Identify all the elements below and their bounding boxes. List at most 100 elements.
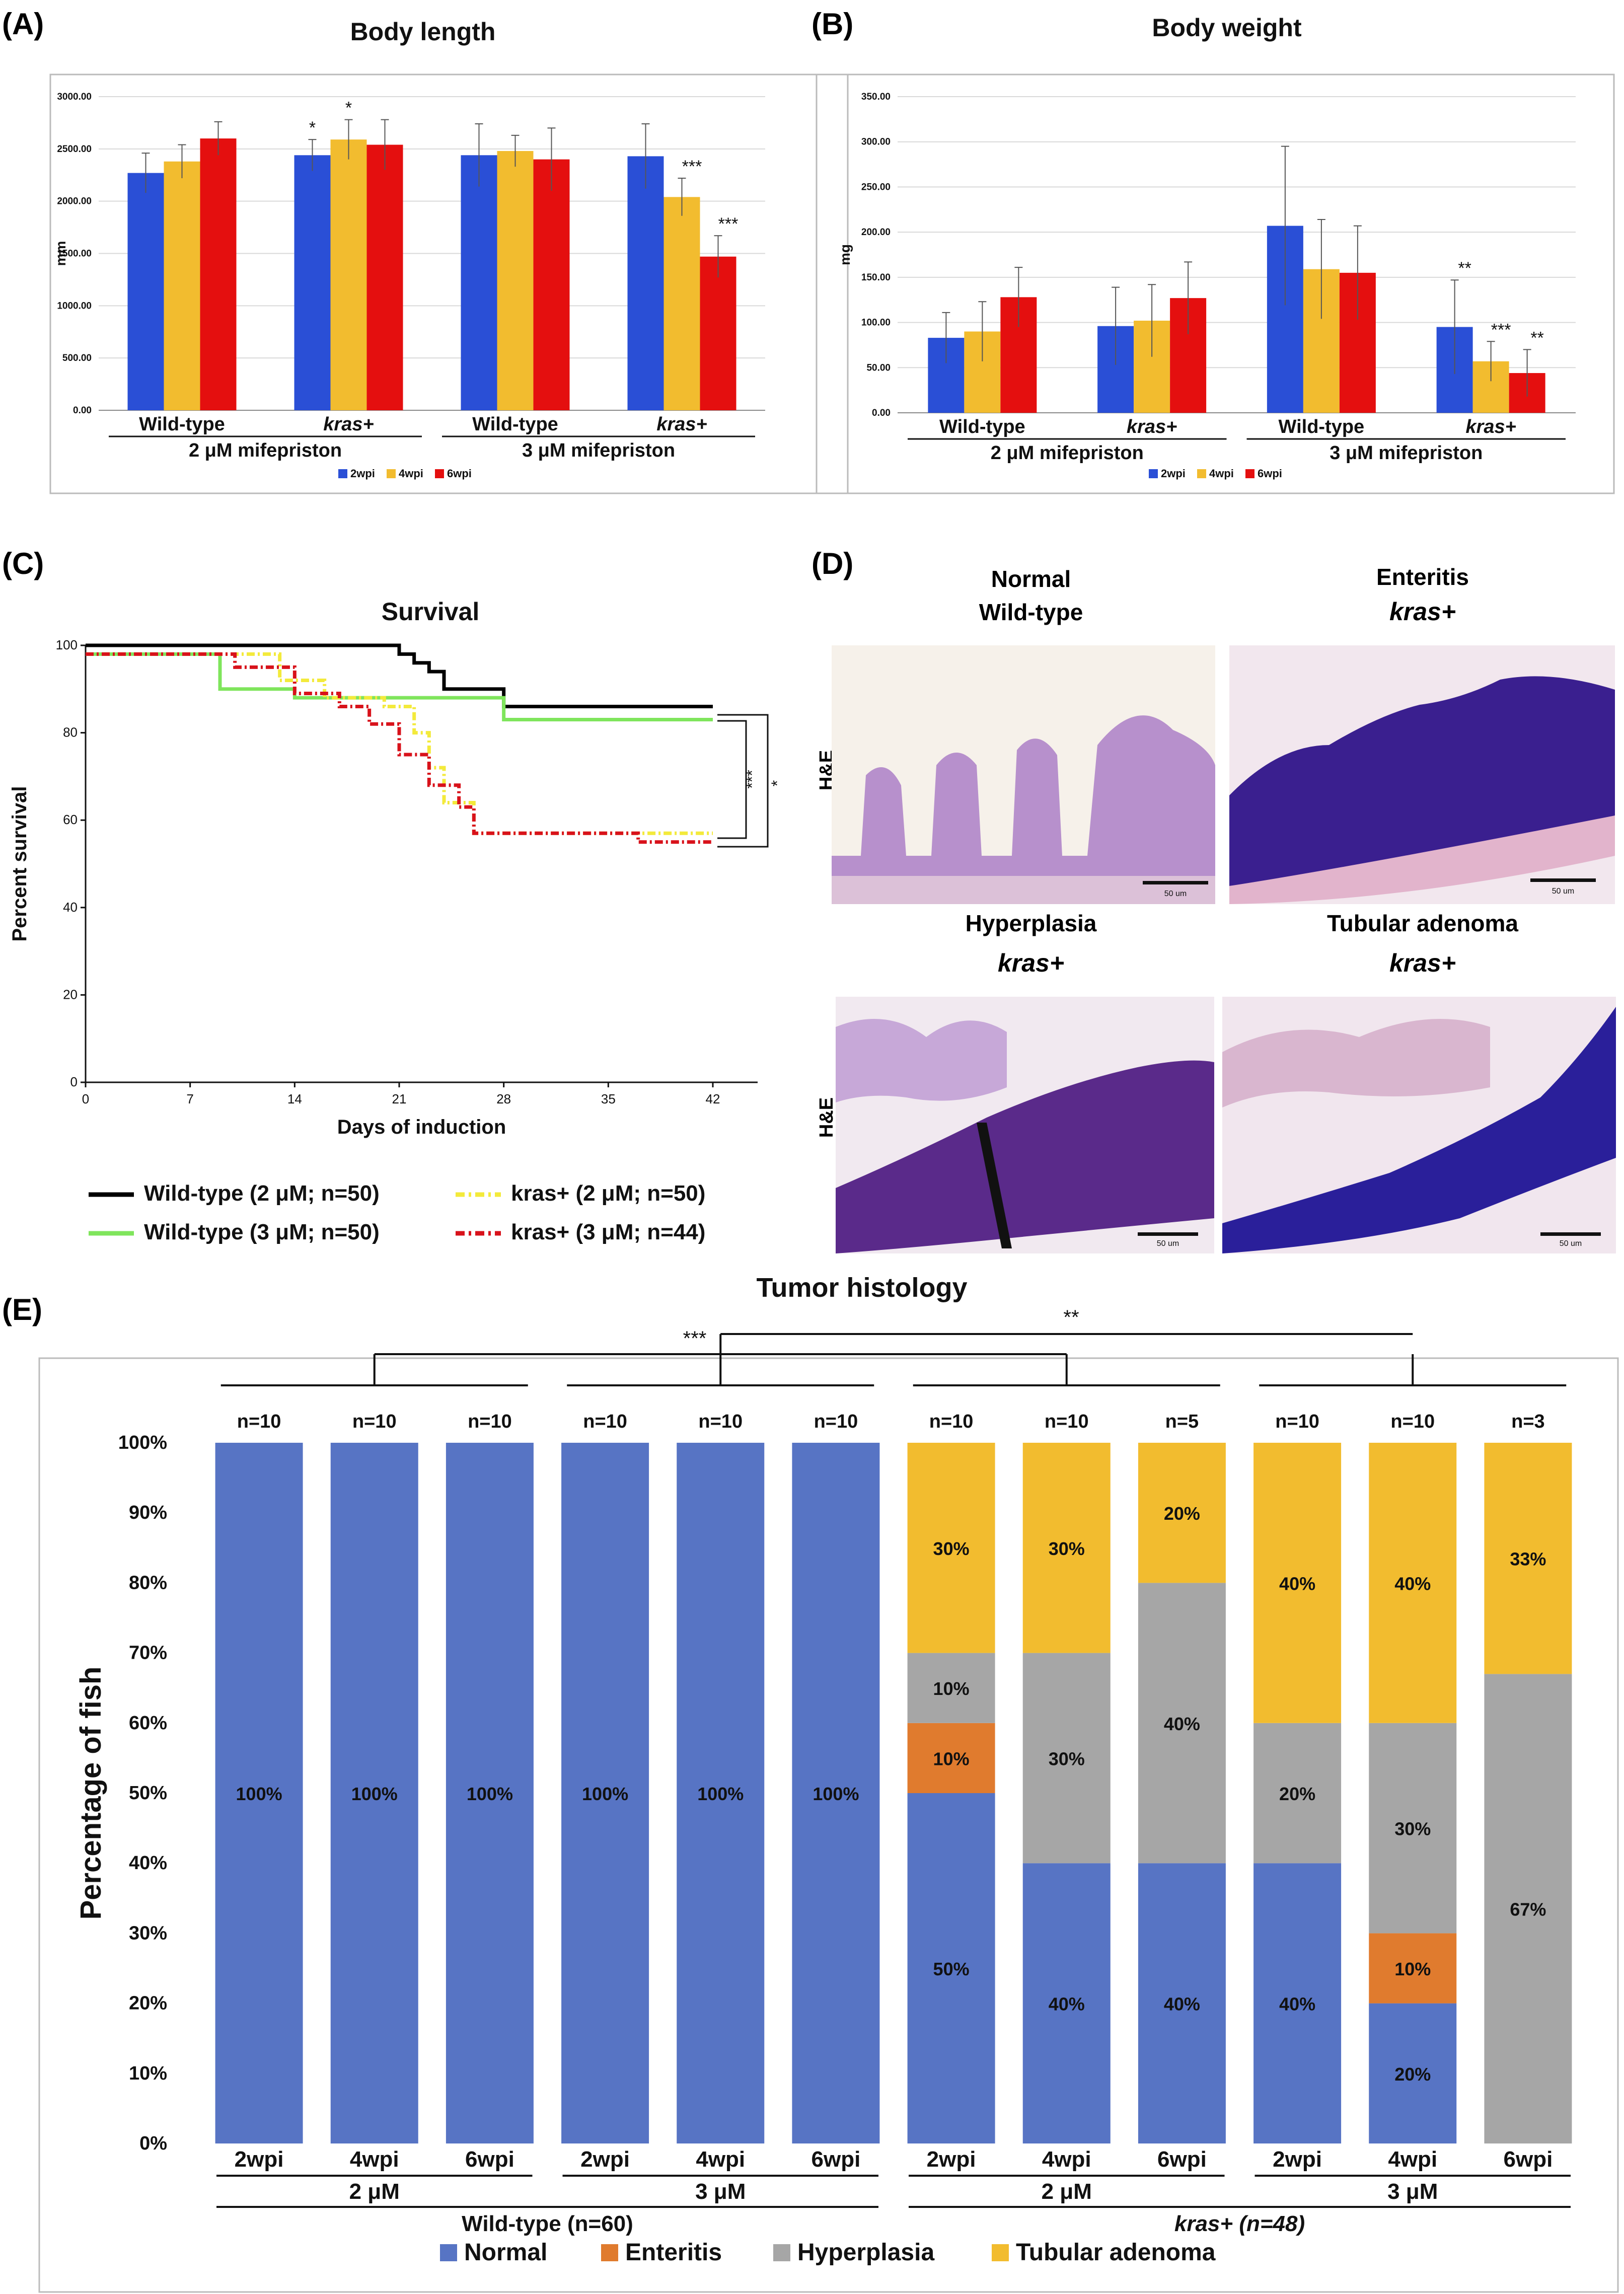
n-label: n=5 bbox=[1165, 1411, 1199, 1432]
bar bbox=[663, 197, 700, 410]
y-tick-label: 10% bbox=[129, 2063, 167, 2084]
stacked-bar-segment bbox=[1253, 1863, 1342, 2143]
y-tick-label: 2500.00 bbox=[57, 144, 92, 155]
x-tick-label: 35 bbox=[601, 1091, 616, 1106]
legend-label: 6wpi bbox=[1258, 467, 1282, 480]
x-tick-label: 6wpi bbox=[1504, 2147, 1553, 2172]
y-tick-label: 20% bbox=[129, 1993, 167, 2014]
group-label: kras+ bbox=[1127, 416, 1177, 437]
segment-label: 40% bbox=[1164, 1714, 1200, 1734]
micrograph-subtitle-kras-1: kras+ bbox=[1389, 598, 1456, 626]
segment-label: 20% bbox=[1279, 1784, 1315, 1804]
stacked-bar-segment bbox=[1022, 1863, 1111, 2143]
y-tick-label: 500.00 bbox=[62, 353, 92, 363]
legend-swatch bbox=[601, 2244, 618, 2261]
chart-title: Body weight bbox=[1152, 14, 1302, 42]
legend-label: Hyperplasia bbox=[797, 2239, 934, 2266]
n-label: n=3 bbox=[1511, 1411, 1545, 1432]
x-tick-label: 2wpi bbox=[235, 2147, 284, 2172]
stacked-bar-segment bbox=[1253, 1723, 1342, 1864]
body-weight-chart: Body weight mg 0.00 50.00 100.00 150.00 200.00… bbox=[837, 14, 1576, 480]
significance-mark: *** bbox=[683, 1327, 707, 1350]
x-tick-label: 2wpi bbox=[927, 2147, 976, 2172]
y-tick-label: 150.00 bbox=[861, 272, 891, 283]
stacked-bar-segment bbox=[1253, 1443, 1342, 1723]
y-tick-label: 60% bbox=[129, 1713, 167, 1734]
condition-label: 2 μM mifepriston bbox=[991, 442, 1144, 464]
micrograph-tubular-adenoma: 50 um bbox=[1222, 997, 1616, 1253]
segment-label: 30% bbox=[1394, 1819, 1431, 1839]
x-tick-label: 4wpi bbox=[1042, 2147, 1091, 2172]
condition-label: 3 μM mifepriston bbox=[522, 440, 675, 461]
y-tick-label: 200.00 bbox=[861, 227, 891, 238]
y-tick-label: 70% bbox=[129, 1643, 167, 1664]
n-label: n=10 bbox=[1275, 1411, 1319, 1432]
segment-label: 40% bbox=[1049, 1994, 1085, 2015]
x-tick-label: 6wpi bbox=[465, 2147, 514, 2172]
y-tick-label: 250.00 bbox=[861, 182, 891, 192]
significance-mark: *** bbox=[718, 214, 739, 234]
tumor-histology-chart: Tumor histology 0% 10% 20% 30% 40% 50% 60% 70% 80… bbox=[75, 1273, 1572, 2266]
n-label: n=10 bbox=[814, 1411, 858, 1432]
segment-label: 10% bbox=[933, 1678, 970, 1699]
dose-label: 3 μM bbox=[1387, 2179, 1438, 2204]
x-tick-label: 42 bbox=[706, 1091, 720, 1106]
group-label: kras+ bbox=[1465, 416, 1516, 437]
legend-label: 2wpi bbox=[1161, 467, 1186, 480]
panel-label-c: (C) bbox=[2, 547, 44, 580]
segment-label: 30% bbox=[1049, 1538, 1085, 1559]
bar bbox=[700, 256, 736, 410]
y-tick-label: 100% bbox=[118, 1432, 167, 1453]
significance-mark: ** bbox=[1530, 328, 1543, 347]
legend-label: Normal bbox=[464, 2239, 547, 2266]
chart-title: Survival bbox=[382, 598, 480, 626]
y-tick-label: 40% bbox=[129, 1853, 167, 1874]
y-tick-label: 30% bbox=[129, 1922, 167, 1944]
segment-label: 100% bbox=[582, 1784, 628, 1804]
y-tick-label: 1500.00 bbox=[57, 249, 92, 259]
x-tick-label: 14 bbox=[287, 1091, 302, 1106]
stacked-bar-segment bbox=[330, 1443, 418, 2143]
body-length-frame bbox=[49, 73, 849, 494]
stacked-bar-segment bbox=[1138, 1863, 1226, 2143]
micrograph-title-normal: Normal bbox=[991, 566, 1071, 592]
legend-label: kras+ (2 μM; n=50) bbox=[511, 1181, 705, 1206]
segment-label: 40% bbox=[1279, 1573, 1315, 1594]
segment-label: 10% bbox=[933, 1748, 970, 1769]
y-axis-label: mg bbox=[837, 244, 853, 265]
dose-label: 3 μM bbox=[695, 2179, 746, 2204]
histology-frame bbox=[38, 1357, 1619, 2293]
segment-label: 100% bbox=[697, 1784, 744, 1804]
y-tick-label: 0.00 bbox=[73, 405, 92, 416]
stacked-bar-segment bbox=[907, 1443, 995, 1653]
micrograph-title-hyperplasia: Hyperplasia bbox=[966, 910, 1097, 936]
stacked-bar-segment bbox=[1369, 1723, 1457, 1934]
y-tick-label: 0% bbox=[139, 2133, 167, 2154]
y-tick-label: 350.00 bbox=[861, 92, 891, 102]
survival-curve bbox=[86, 652, 713, 844]
significance-mark: *** bbox=[743, 770, 761, 788]
svg-text:50 um: 50 um bbox=[1552, 887, 1574, 896]
y-tick-label: 20 bbox=[63, 987, 78, 1002]
legend-label: 4wpi bbox=[399, 467, 423, 480]
stacked-bar-segment bbox=[792, 1443, 880, 2143]
x-tick-label: 4wpi bbox=[1388, 2147, 1437, 2172]
n-label: n=10 bbox=[1045, 1411, 1089, 1432]
panel-label-b: (B) bbox=[811, 7, 853, 41]
segment-label: 67% bbox=[1510, 1899, 1546, 1920]
legend-label: Wild-type (2 μM; n=50) bbox=[144, 1181, 380, 1206]
stacked-bar-segment bbox=[1369, 2003, 1457, 2143]
group-label: kras+ bbox=[656, 414, 707, 435]
segment-label: 33% bbox=[1510, 1549, 1546, 1570]
panel-label-d: (D) bbox=[811, 547, 853, 580]
significance-bracket bbox=[717, 714, 769, 848]
svg-text:50 um: 50 um bbox=[1164, 890, 1187, 898]
stacked-bar-segment bbox=[561, 1443, 649, 2143]
segment-label: 40% bbox=[1394, 1573, 1431, 1594]
stacked-bar-segment bbox=[215, 1443, 303, 2143]
bar bbox=[330, 139, 367, 411]
group-label: kras+ bbox=[323, 414, 374, 435]
y-tick-label: 50.00 bbox=[866, 362, 891, 373]
dose-label: 2 μM bbox=[349, 2179, 400, 2204]
y-tick-label: 100.00 bbox=[861, 318, 891, 328]
